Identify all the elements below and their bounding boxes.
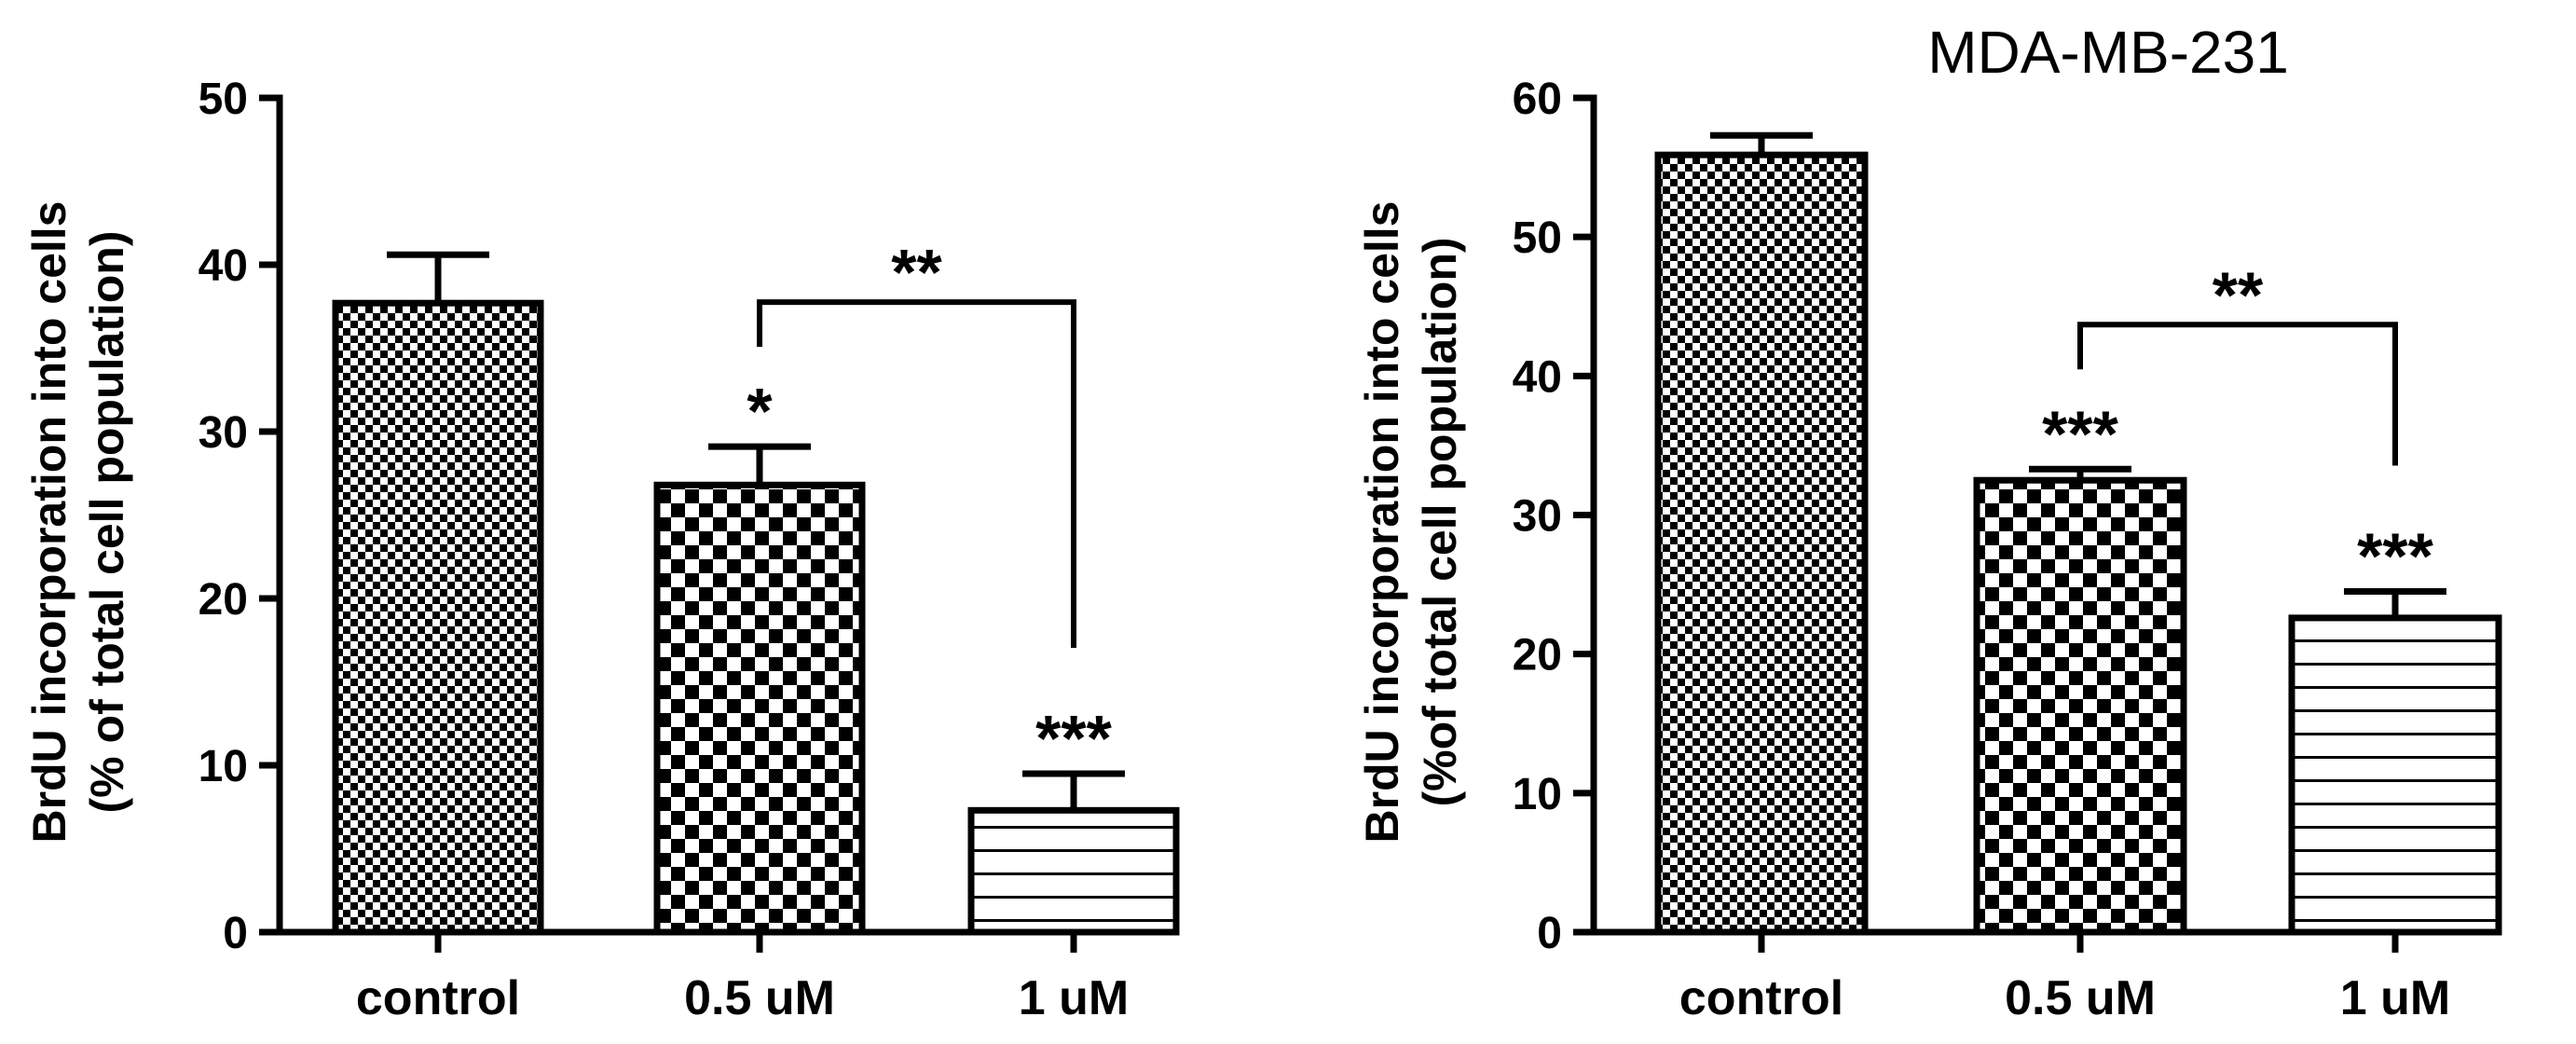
y-tick-label-1-20: 20: [199, 575, 248, 625]
y-tick-label-2-30: 30: [1513, 492, 1562, 542]
x-category-label-2-3: 1 uM: [2340, 971, 2450, 1025]
y-tick-label-1-10: 10: [199, 742, 248, 791]
y-tick-label-2-10: 10: [1513, 770, 1562, 819]
chart-title-2: MDA-MB-231: [1927, 19, 2289, 86]
x-category-label-1-3: 1 uM: [1019, 971, 1129, 1025]
bar-2-3: [2288, 614, 2502, 936]
y-tick-label-1-40: 40: [199, 241, 248, 291]
bar-1-1: [332, 299, 544, 936]
y-tick-label-2-60: 60: [1513, 75, 1562, 124]
x-category-label-1-2: 0.5 uM: [684, 971, 835, 1025]
y-axis-label-2: BrdU incorporation into cells (%of total…: [1356, 201, 1466, 844]
significance-label-1-3: ***: [1035, 702, 1112, 775]
chart-panel-2: MDA-MB-231 BrdU incorporation into cells…: [1356, 19, 2502, 1025]
y-tick-label-2-50: 50: [1513, 213, 1562, 263]
error-bar-1-3: [1022, 770, 1125, 811]
significance-label-1-2: *: [747, 375, 773, 447]
comparison-bracket-2: [2077, 322, 2398, 466]
bar-2-2: [1973, 476, 2187, 936]
y-axis-label-1-line-1: BrdU incorporation into cells: [23, 201, 75, 844]
significance-label-2-2: ***: [2042, 397, 2118, 470]
y-axis-label-1: BrdU incorporation into cells (% of tota…: [23, 201, 133, 844]
comparison-label-1: **: [891, 236, 942, 309]
y-axis-label-2-line-2: (%of total cell population): [1414, 237, 1466, 806]
y-axis-label-1-line-2: (% of total cell population): [81, 231, 133, 814]
y-tick-label-2-40: 40: [1513, 352, 1562, 402]
error-bar-2-3: [2344, 588, 2446, 618]
y-tick-label-2-20: 20: [1513, 631, 1562, 680]
y-tick-label-1-30: 30: [199, 408, 248, 458]
bar-1-2: [653, 481, 866, 936]
bar-1-3: [967, 806, 1180, 936]
y-tick-label-2-0: 0: [1537, 909, 1562, 958]
error-bar-2-2: [2029, 465, 2131, 481]
chart-panel-1: BrdU incorporation into cells (% of tota…: [23, 75, 1180, 1025]
error-bar-2-1: [1710, 131, 1813, 156]
bar-2-1: [1654, 151, 1869, 936]
y-tick-label-1-0: 0: [223, 909, 248, 958]
y-axis-label-2-line-1: BrdU incorporation into cells: [1356, 201, 1408, 844]
x-category-label-1-1: control: [356, 971, 520, 1025]
x-category-label-2-1: control: [1679, 971, 1843, 1025]
comparison-label-2: **: [2213, 258, 2264, 331]
x-category-label-2-2: 0.5 uM: [2005, 971, 2156, 1025]
error-bar-1-1: [387, 251, 489, 304]
comparison-bracket-1: [757, 299, 1076, 648]
error-bar-1-2: [708, 443, 811, 486]
y-tick-label-1-50: 50: [199, 75, 248, 124]
significance-label-2-3: ***: [2357, 520, 2433, 593]
